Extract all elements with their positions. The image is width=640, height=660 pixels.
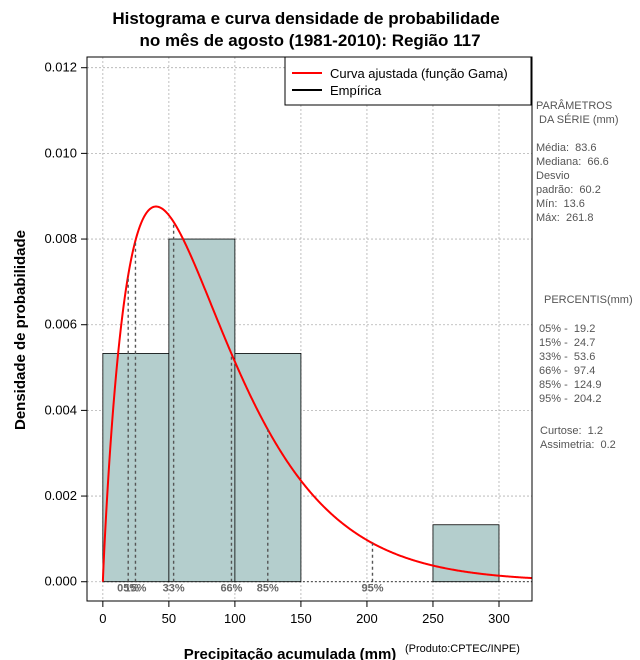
y-tick-label: 0.006 bbox=[44, 317, 77, 332]
skewness-line: Assimetria: 0.2 bbox=[540, 439, 616, 451]
percentile-label: 85% bbox=[257, 583, 279, 595]
y-tick-label: 0.010 bbox=[44, 145, 77, 160]
y-tick-label: 0.004 bbox=[44, 402, 77, 417]
percentile-label: 95% bbox=[361, 583, 383, 595]
fitted-gamma-line bbox=[101, 205, 533, 582]
percentile-line: 66% - 97.4 bbox=[536, 365, 595, 377]
statistics-panel: PARÂMETROS DA SÉRIE (mm) Média: 83.6 Med… bbox=[536, 99, 633, 451]
y-tick-label: 0.000 bbox=[44, 574, 77, 589]
chart-title-line-1: Histograma e curva densidade de probabil… bbox=[112, 9, 499, 28]
histogram-bar bbox=[168, 238, 236, 583]
percentile-label: 15% bbox=[124, 583, 146, 595]
x-tick-label: 300 bbox=[488, 611, 510, 626]
stat-line: Mín: 13.6 bbox=[536, 198, 585, 210]
density-curve bbox=[101, 205, 533, 582]
stat-line: Mediana: 66.6 bbox=[536, 156, 609, 168]
percentile-markers: 05%15% 33% 66% 85% 95% bbox=[117, 221, 384, 595]
stat-line: Máx: 261.8 bbox=[536, 212, 593, 224]
x-tick-label: 250 bbox=[422, 611, 444, 626]
y-axis-title: Densidade de probabilidade bbox=[12, 230, 29, 430]
histogram-bar bbox=[432, 524, 500, 583]
percentile-label: 66% bbox=[220, 583, 242, 595]
stat-line: Desvio bbox=[536, 170, 570, 182]
legend-label-empirical: Empírica bbox=[330, 83, 382, 98]
stats-heading-line-2: DA SÉRIE (mm) bbox=[536, 113, 619, 126]
x-tick-label: 200 bbox=[356, 611, 378, 626]
percentile-line: 85% - 124.9 bbox=[536, 379, 601, 391]
y-axis: 0.000 0.002 0.004 0.006 0.008 0.010 0.012 bbox=[44, 60, 87, 589]
percentile-line: 05% - 19.2 bbox=[536, 323, 595, 335]
y-tick-label: 0.008 bbox=[44, 231, 77, 246]
legend-box bbox=[284, 56, 532, 106]
percentile-label: 05% bbox=[117, 583, 139, 595]
stats-heading-line-1: PARÂMETROS bbox=[536, 99, 612, 112]
legend-label-fitted: Curva ajustada (função Gama) bbox=[330, 66, 508, 81]
percentile-line: 33% - 53.6 bbox=[536, 351, 595, 363]
percentile-line: 95% - 204.2 bbox=[536, 393, 601, 405]
percentile-label: 33% bbox=[163, 583, 185, 595]
percentile-line: 15% - 24.7 bbox=[536, 337, 595, 349]
percentile-heading: PERCENTIS(mm) bbox=[544, 294, 633, 306]
product-credit: (Produto:CPTEC/INPE) bbox=[405, 643, 520, 655]
x-tick-label: 150 bbox=[290, 611, 312, 626]
x-axis-title: Precipitação acumulada (mm) bbox=[184, 646, 397, 660]
stat-line: padrão: 60.2 bbox=[536, 184, 601, 196]
x-tick-label: 100 bbox=[224, 611, 246, 626]
stat-line: Média: 83.6 bbox=[536, 142, 597, 154]
x-tick-label: 0 bbox=[99, 611, 106, 626]
chart-title-line-2: no mês de agosto (1981-2010): Região 117 bbox=[139, 31, 480, 50]
y-tick-label: 0.002 bbox=[44, 488, 77, 503]
kurtosis-line: Curtose: 1.2 bbox=[540, 425, 603, 437]
x-axis: 0 50 100 150 200 250 300 bbox=[99, 601, 510, 626]
legend: Curva ajustada (função Gama) Empírica bbox=[284, 56, 532, 106]
x-tick-label: 50 bbox=[162, 611, 176, 626]
y-tick-label: 0.012 bbox=[44, 60, 77, 75]
